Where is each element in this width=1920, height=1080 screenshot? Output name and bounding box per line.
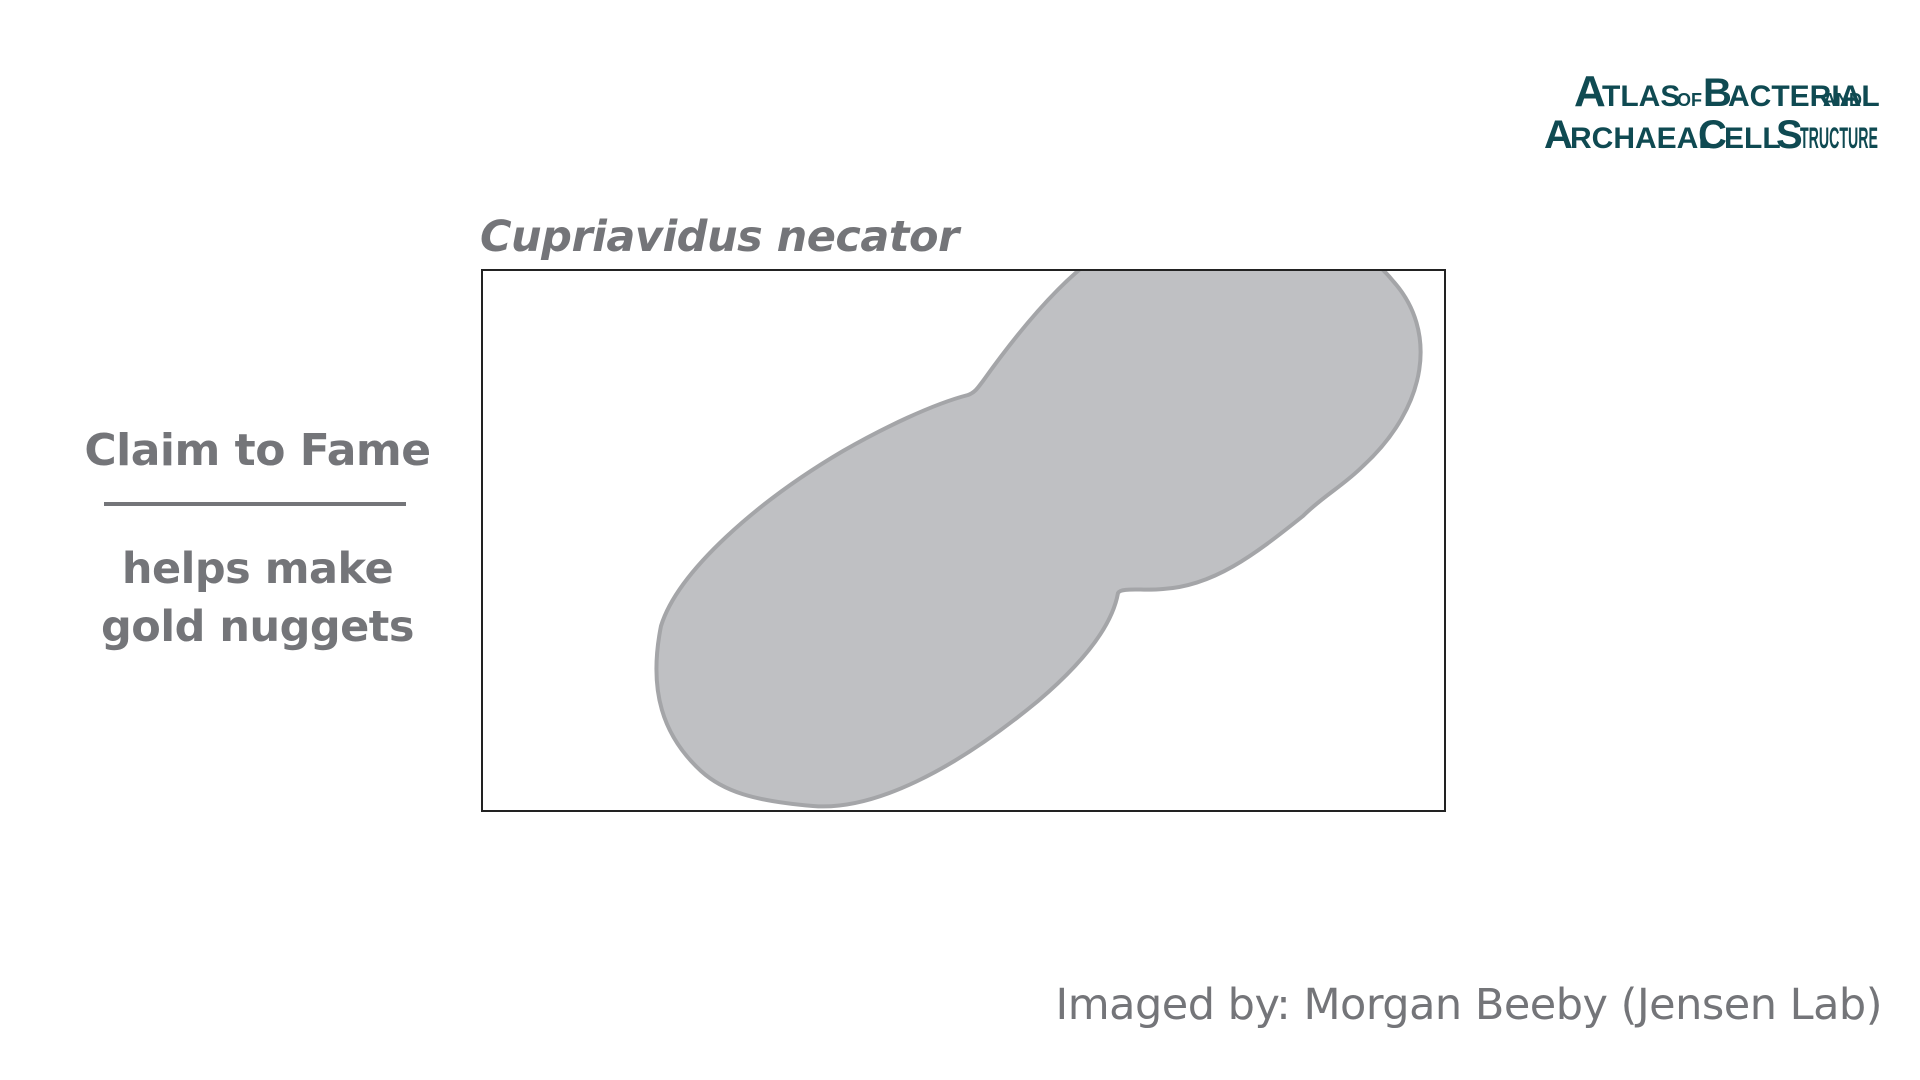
logo-letter-a: A (1574, 67, 1606, 116)
logo-letter-c: C (1698, 113, 1727, 154)
atlas-logo: A TLAS OF B ACTERIAL AND A RCHAEAL C ELL… (1540, 62, 1880, 157)
logo-word-and: AND (1823, 90, 1862, 110)
logo-letter-a2: A (1544, 113, 1573, 154)
image-credit: Imaged by: Morgan Beeby (Jensen Lab) (1055, 980, 1883, 1030)
logo-word-tructure: TRUCTURE (1800, 122, 1878, 154)
claim-divider (104, 502, 406, 506)
atlas-logo-graphic: A TLAS OF B ACTERIAL AND A RCHAEAL C ELL… (1544, 67, 1880, 157)
bacterial-cell-shape (654, 271, 1423, 809)
logo-word-acterial: ACTERIAL (1728, 80, 1880, 113)
claim-line-1: helps make (121, 544, 394, 594)
logo-word-tlas: TLAS (1602, 80, 1680, 113)
logo-word-ell: ELL (1724, 122, 1781, 154)
claim-description: helps make gold nuggets (80, 540, 435, 656)
species-name: Cupriavidus necator (480, 212, 959, 262)
claim-line-2: gold nuggets (101, 602, 414, 652)
claim-to-fame-heading: Claim to Fame (84, 425, 431, 476)
specimen-image-frame (481, 269, 1446, 812)
logo-letter-s: S (1776, 113, 1803, 154)
cell-illustration (654, 271, 1423, 809)
logo-word-of: OF (1677, 90, 1702, 110)
logo-word-rchaeal: RCHAEAL (1570, 122, 1717, 154)
logo-letter-b: B (1703, 71, 1732, 115)
